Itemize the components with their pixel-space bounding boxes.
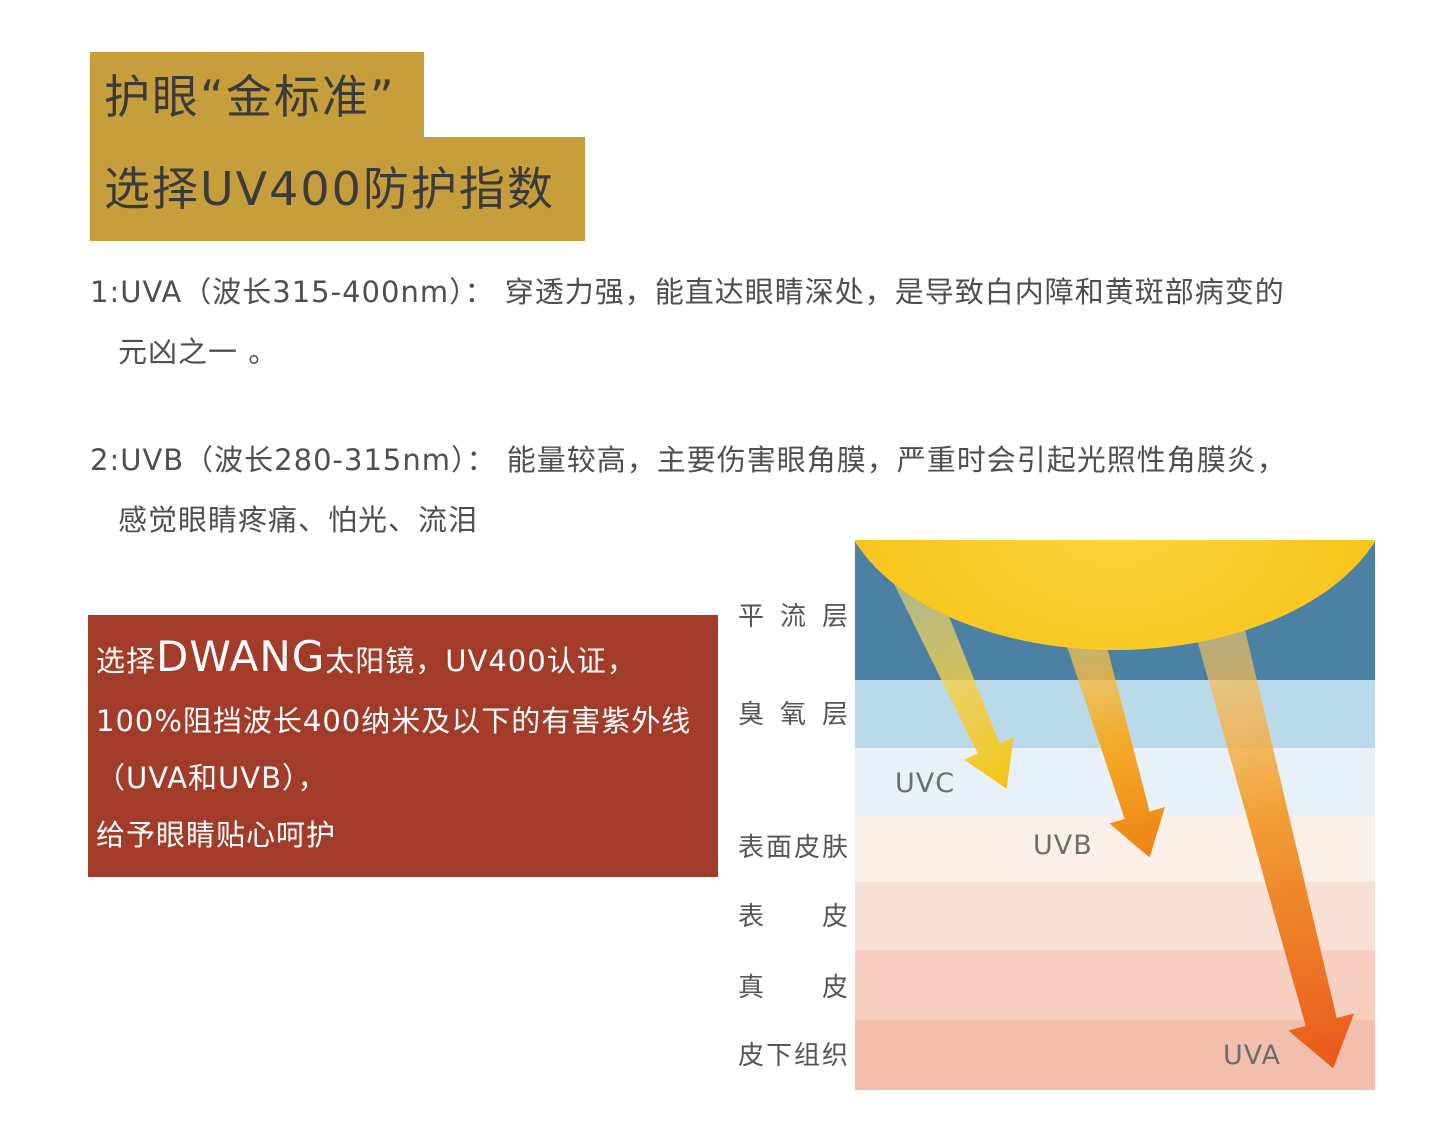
- uva-description-line-2: 元凶之一 。: [118, 335, 279, 369]
- ray-label-uvb: UVB: [1033, 830, 1093, 861]
- layer-label-ozone: 臭氧层: [738, 700, 848, 730]
- highlight-line-1-prefix: 选择: [96, 644, 157, 678]
- uva-description-line-1: 1:UVA（波长315-400nm）： 穿透力强，能直达眼睛深处，是导致白内障和…: [90, 275, 1285, 309]
- highlight-line-2: 100%阻挡波长400纳米及以下的有害紫外线: [96, 704, 692, 738]
- uva-description: 1:UVA（波长315-400nm）： 穿透力强，能直达眼睛深处，是导致白内障和…: [90, 262, 1370, 382]
- title-line-2: 选择UV400防护指数: [90, 137, 585, 241]
- uv-penetration-diagram: UVC UVB UVA: [855, 540, 1375, 1090]
- ray-label-uvc: UVC: [895, 768, 956, 799]
- highlight-line-4: 给予眼睛贴心呵护: [96, 818, 337, 852]
- uvb-description: 2:UVB（波长280-315nm）： 能量较高，主要伤害眼角膜，严重时会引起光…: [90, 430, 1370, 550]
- diagram-band-subcutaneous: [855, 1020, 1375, 1090]
- uvc-ray-arrow: [888, 556, 1014, 789]
- uvb-description-line-1: 2:UVB（波长280-315nm）： 能量较高，主要伤害眼角膜，严重时会引起光…: [90, 443, 1287, 477]
- layer-label-epidermis: 表皮: [738, 902, 848, 932]
- uv-rays-graphic: [855, 540, 1375, 1069]
- title-row-1: 护眼“金标准”: [90, 52, 585, 137]
- layer-label-dermis: 真皮: [738, 973, 848, 1003]
- uva-ray-arrow: [1177, 558, 1355, 1069]
- sun-graphic: [855, 540, 1375, 650]
- title-line-1: 护眼“金标准”: [90, 52, 424, 137]
- uvb-description-line-2: 感觉眼睛疼痛、怕光、流泪: [118, 503, 479, 537]
- ray-label-uva: UVA: [1223, 1040, 1281, 1071]
- layer-label-stratosphere: 平流层: [738, 602, 848, 632]
- title-row-2: 选择UV400防护指数: [90, 137, 585, 241]
- title-block: 护眼“金标准” 选择UV400防护指数: [90, 52, 585, 241]
- highlight-line-3: （UVA和UVB），: [96, 761, 328, 795]
- highlight-line-1-suffix: 太阳镜，UV400认证，: [325, 644, 637, 678]
- brand-highlight-box: 选择DWANG太阳镜，UV400认证， 100%阻挡波长400纳米及以下的有害紫…: [88, 615, 718, 877]
- layer-label-skin-surface: 表面皮肤: [738, 833, 848, 863]
- highlight-line-1: 选择DWANG太阳镜，UV400认证，: [96, 625, 710, 693]
- brand-name: DWANG: [156, 632, 326, 681]
- layer-label-subcutaneous: 皮下组织: [738, 1041, 848, 1071]
